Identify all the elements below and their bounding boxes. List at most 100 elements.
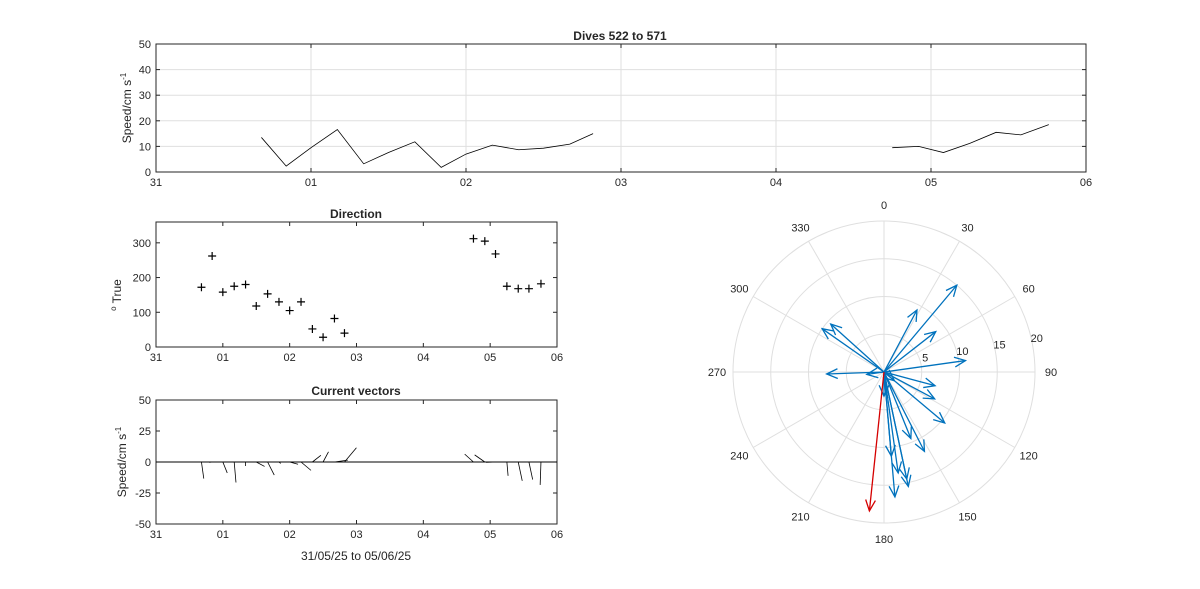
speed-series-line-2 [892,124,1049,153]
polar-spoke [808,371,885,504]
polar-spoke [883,371,1016,448]
current-vector-stick [222,461,228,474]
direction-point [308,324,317,333]
direction-point [241,280,250,289]
speed-xtick-label: 02 [460,177,472,189]
vectors-xtick-label: 04 [417,529,429,541]
vectors-ytick-label: 0 [145,457,151,469]
direction-point [319,333,328,342]
direction-ytick-label: 300 [133,238,151,250]
polar-angle-label: 270 [708,367,726,379]
polar-arrow-shaft [826,371,885,375]
current-vector-stick [517,461,523,481]
polar-arrow-shaft [883,371,899,474]
speed-ytick-label: 50 [139,39,151,51]
direction-ytick-label: 200 [133,273,151,285]
direction-point [274,297,283,306]
polar-arrow-shaft [868,371,885,511]
polar-compass-chart: 0 30 60 90 120 150 180 210 240 270 300 330 5 10 15 20 [708,200,1057,546]
speed-xtick-label: 01 [305,177,317,189]
polar-angle-label: 300 [730,284,748,296]
polar-arrow-shaft [883,284,958,373]
direction-point [469,234,478,243]
current-vector-stick [474,454,486,463]
polar-angle-label: 150 [958,512,976,524]
polar-arrow-shaft [883,371,946,424]
speed-series-line-1 [261,128,594,168]
polar-angle-label: 330 [791,222,809,234]
vectors-xtick-label: 05 [484,529,496,541]
polar-spoke [883,240,960,373]
polar-arrow-shaft [883,371,936,387]
polar-arrow-head [884,444,896,458]
direction-axes-frame [155,221,558,348]
speed-ytick-label: 10 [139,141,151,153]
polar-arrow-head [933,411,946,424]
vectors-ytick-label: 25 [139,426,151,438]
polar-arrow-head [865,499,876,513]
polar-arrow-head [825,368,839,380]
polar-arrow-head [865,367,879,379]
polar-arrow-head [907,308,918,323]
vectors-chart-xlabel: 31/05/25 to 05/06/25 [301,549,411,563]
direction-point [514,284,523,293]
vectors-chart-ylabel: Speed/cm s-1 [114,426,129,497]
polar-spoke [883,371,960,504]
direction-xtick-label: 06 [551,352,563,364]
polar-arrow-head [923,330,938,343]
current-vector-stick [201,461,205,479]
speed-ytick-label: 40 [139,65,151,77]
polar-arrow-head [922,389,937,400]
vectors-xtick-label: 03 [350,529,362,541]
polar-arrow-head [829,322,843,336]
direction-point [340,329,349,338]
speed-ytick-label: 30 [139,90,151,102]
polar-arrow-shaft [883,371,908,480]
direction-point [480,237,489,246]
polar-arrow-head [899,467,910,481]
direction-chart-ylabel: oTrue [109,279,124,311]
speed-ytick-label: 0 [145,167,151,179]
direction-xtick-label: 02 [284,352,296,364]
direction-point [524,284,533,293]
polar-angle-label: 60 [1023,284,1035,296]
polar-arrow-head [945,284,958,297]
current-vectors-chart: Current vectors Speed/cm s-1 31/05/25 to… [114,384,563,563]
polar-radius-label: 15 [993,339,1005,351]
polar-arrow-head [901,426,912,440]
direction-point [491,249,500,258]
direction-point [252,302,261,311]
direction-xtick-label: 04 [417,352,429,364]
polar-arrow-shaft [883,331,937,373]
direction-xtick-label: 03 [350,352,362,364]
polar-angle-label: 180 [875,534,893,546]
direction-point [263,289,272,298]
polar-arrow-head [914,439,926,453]
direction-point [285,306,294,315]
polar-arrow-shaft [821,328,885,373]
direction-xtick-label: 01 [217,352,229,364]
polar-arrow-shaft [883,371,893,457]
polar-radius-label: 10 [956,346,968,358]
direction-point [230,282,239,291]
direction-point [502,282,511,291]
vectors-chart-title: Current vectors [311,384,401,398]
polar-arrow-head [953,356,968,368]
polar-arrow-shaft [883,309,918,373]
polar-radius-label: 20 [1031,333,1043,345]
polar-angle-label: 90 [1045,367,1057,379]
vectors-ytick-label: 50 [139,395,151,407]
current-vector-stick [233,461,237,483]
speed-xtick-label: 03 [615,177,627,189]
vectors-ytick-label: -50 [135,519,151,531]
current-vector-stick [312,455,322,463]
direction-point [297,297,306,306]
polar-arrow-head [891,461,903,475]
direction-scatter-chart: Direction oTrue 31 01 02 03 04 05 06 0 100 200 300 [109,207,563,364]
polar-angle-label: 240 [730,451,748,463]
direction-ytick-label: 0 [145,342,151,354]
current-vector-stick [278,461,281,464]
vectors-xtick-label: 02 [284,529,296,541]
polar-spoke [752,296,885,373]
